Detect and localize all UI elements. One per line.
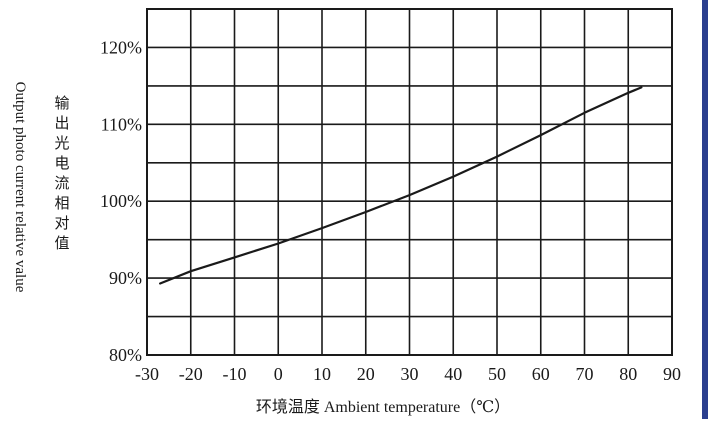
y-tick-label: 120% xyxy=(100,37,142,57)
series-line xyxy=(159,86,643,285)
page-edge-bar xyxy=(702,0,708,419)
y-axis-label-cn: 输出光电流相对值 xyxy=(54,94,69,252)
x-tick-label: -10 xyxy=(223,364,247,384)
x-tick-label: 0 xyxy=(274,364,283,384)
x-tick-label: 80 xyxy=(619,364,637,384)
data-lines xyxy=(159,86,643,285)
x-tick-label: 20 xyxy=(357,364,375,384)
x-tick-labels: -30 -20 -10 0 10 20 30 40 50 60 70 80 90 xyxy=(135,364,681,384)
y-tick-labels: 80% 90% 100% 110% 120% xyxy=(100,37,142,365)
x-tick-label: 50 xyxy=(488,364,506,384)
x-tick-label: -30 xyxy=(135,364,159,384)
x-tick-label: 60 xyxy=(532,364,550,384)
x-tick-label: 90 xyxy=(663,364,681,384)
y-tick-label: 90% xyxy=(109,268,142,288)
x-tick-label: 40 xyxy=(444,364,462,384)
y-tick-label: 100% xyxy=(100,191,142,211)
grid xyxy=(146,8,673,356)
plot-frame xyxy=(146,8,673,356)
y-tick-label: 80% xyxy=(109,345,142,365)
x-tick-label: 70 xyxy=(576,364,594,384)
y-tick-label: 110% xyxy=(101,114,142,134)
x-tick-label: 10 xyxy=(313,364,331,384)
x-tick-label: 30 xyxy=(401,364,419,384)
y-axis-label-en: Output photo current relative value xyxy=(12,82,28,293)
x-tick-label: -20 xyxy=(179,364,203,384)
x-axis-label: 环境温度 Ambient temperature（℃） xyxy=(256,397,510,416)
